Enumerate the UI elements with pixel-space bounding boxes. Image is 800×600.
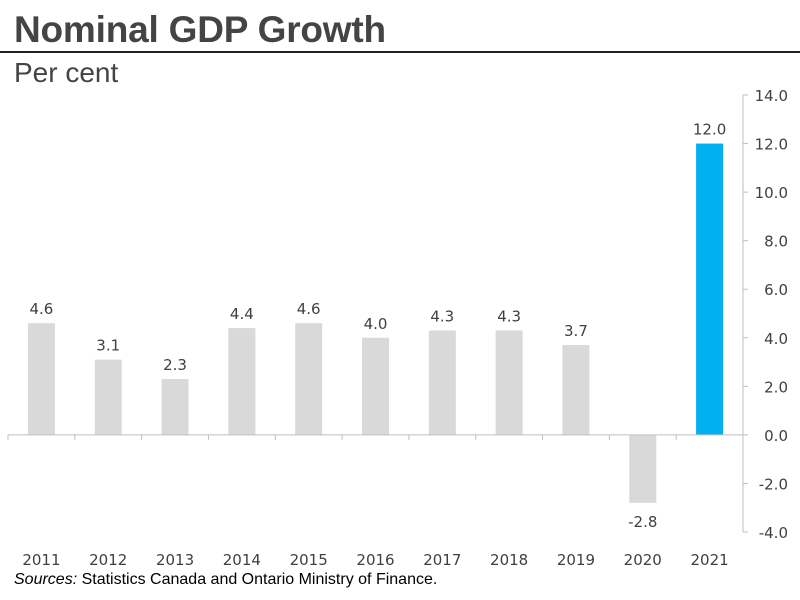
bar-2021	[696, 143, 724, 435]
chart-title: Nominal GDP Growth	[14, 9, 386, 50]
source-note: Sources: Statistics Canada and Ontario M…	[14, 571, 437, 589]
data-label: -2.8	[628, 513, 657, 531]
source-label: Sources:	[14, 571, 78, 588]
y-tick-label: 8.0	[764, 233, 788, 251]
bar-2020	[629, 434, 657, 503]
y-tick-label: 10.0	[755, 184, 788, 202]
x-tick-label: 2019	[557, 551, 595, 569]
x-tick-label: 2017	[423, 551, 461, 569]
data-label: 4.4	[230, 305, 254, 323]
data-label: 4.3	[430, 307, 454, 325]
bar-2017	[428, 330, 456, 435]
data-label: 4.3	[497, 307, 521, 325]
data-label: 3.1	[96, 337, 120, 355]
bar-2011	[27, 323, 55, 435]
title-divider	[0, 51, 800, 53]
y-tick-label: -2.0	[759, 475, 788, 493]
x-tick-label: 2014	[223, 551, 261, 569]
data-label: 3.7	[564, 322, 588, 340]
bar-2018	[495, 330, 523, 435]
bar-2019	[562, 345, 590, 435]
x-tick-label: 2013	[156, 551, 194, 569]
bar-2014	[228, 328, 256, 435]
x-tick-label: 2011	[22, 551, 60, 569]
bar-2016	[362, 337, 389, 435]
x-tick-label: 2020	[624, 551, 662, 569]
x-tick-label: 2018	[490, 551, 528, 569]
source-text: Statistics Canada and Ontario Ministry o…	[77, 571, 438, 588]
data-label: 12.0	[693, 121, 726, 139]
bar-2012	[94, 359, 122, 435]
x-tick-label: 2016	[356, 551, 394, 569]
bar-2015	[295, 323, 323, 435]
bar-2013	[161, 379, 189, 435]
x-tick-label: 2015	[290, 551, 328, 569]
y-tick-label: 6.0	[764, 281, 788, 299]
y-tick-label: 2.0	[764, 378, 788, 396]
chart-subtitle: Per cent	[14, 57, 119, 88]
y-tick-label: 14.0	[755, 87, 788, 105]
data-label: 4.0	[364, 315, 388, 333]
y-tick-label: 0.0	[764, 427, 788, 445]
data-label: 4.6	[29, 300, 53, 318]
x-tick-label: 2021	[690, 551, 728, 569]
data-label: 2.3	[163, 356, 187, 374]
y-tick-label: -4.0	[759, 524, 788, 542]
y-tick-label: 4.0	[764, 330, 788, 348]
data-label: 4.6	[297, 300, 321, 318]
y-tick-label: 12.0	[755, 136, 788, 154]
x-tick-label: 2012	[89, 551, 127, 569]
